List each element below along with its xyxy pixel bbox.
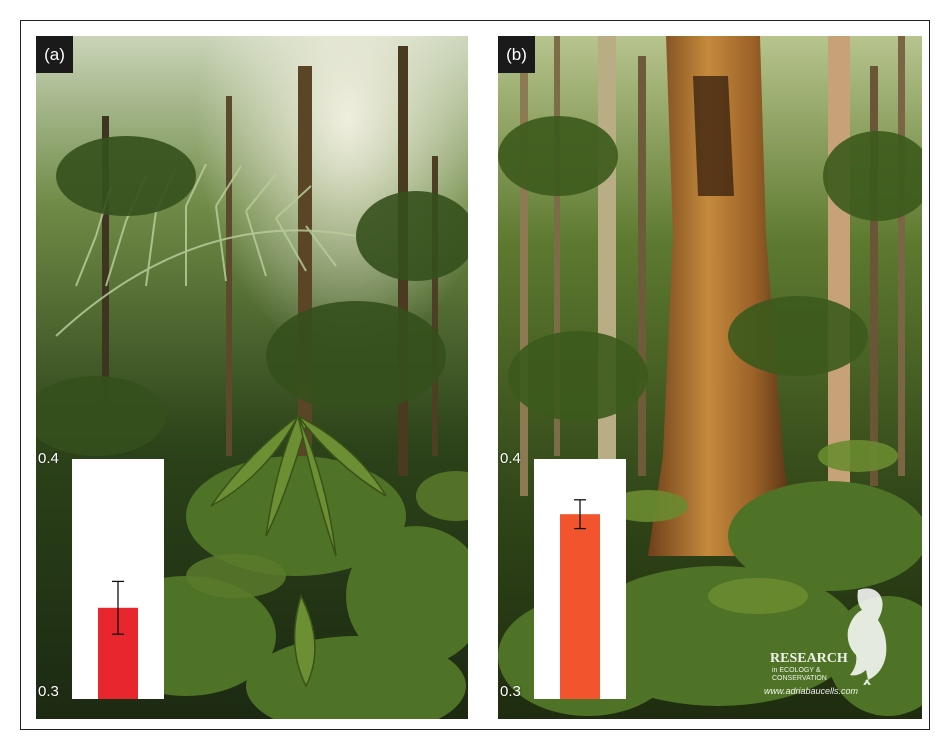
y-tick-bottom-a: 0.3	[38, 683, 59, 700]
inset-chart-svg-a	[98, 580, 138, 699]
watermark: RESEARCH in ECOLOGY & CONSERVATION www.a…	[760, 585, 910, 705]
y-tick-bottom-b: 0.3	[500, 683, 521, 700]
watermark-sub-line2: CONSERVATION	[772, 675, 827, 682]
watermark-research: RESEARCH	[770, 651, 848, 666]
watermark-sub-line1: in ECOLOGY &	[772, 667, 821, 674]
panel-label-b: (b)	[498, 36, 535, 73]
photo-panel-a: (a) 0.4 0.3	[36, 36, 468, 719]
watermark-sub: in ECOLOGY & CONSERVATION	[772, 667, 827, 683]
watermark-url: www.adriabaucells.com	[764, 686, 859, 696]
y-tick-top-b: 0.4	[500, 450, 521, 467]
panel-label-a: (a)	[36, 36, 73, 73]
inset-chart-svg-b	[560, 499, 600, 699]
inset-bar-chart-a	[72, 459, 164, 699]
bar-b	[560, 514, 600, 699]
inset-bar-chart-b	[534, 459, 626, 699]
photo-panel-b: (b) 0.4 0.3 RESEARCH in ECOLOGY & CONSER…	[498, 36, 922, 719]
y-tick-top-a: 0.4	[38, 450, 59, 467]
bird-logo-icon	[847, 588, 887, 685]
